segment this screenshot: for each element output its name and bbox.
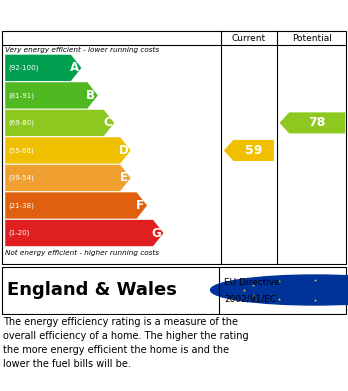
Text: (39-54): (39-54) xyxy=(8,175,34,181)
Text: (81-91): (81-91) xyxy=(8,92,34,99)
Polygon shape xyxy=(5,220,164,246)
Text: (69-80): (69-80) xyxy=(8,120,34,126)
Text: A: A xyxy=(70,61,79,74)
Circle shape xyxy=(211,275,348,305)
Polygon shape xyxy=(279,112,345,133)
Text: Potential: Potential xyxy=(292,34,332,43)
Text: (1-20): (1-20) xyxy=(8,230,29,236)
Polygon shape xyxy=(5,165,130,191)
Polygon shape xyxy=(5,137,130,163)
Text: 78: 78 xyxy=(309,117,326,129)
Text: G: G xyxy=(152,226,161,240)
Text: C: C xyxy=(103,117,112,129)
Text: E: E xyxy=(120,172,128,185)
Text: 59: 59 xyxy=(245,144,262,157)
Polygon shape xyxy=(5,110,114,136)
Text: Current: Current xyxy=(232,34,266,43)
Text: (92-100): (92-100) xyxy=(8,65,38,71)
Text: (21-38): (21-38) xyxy=(8,202,34,209)
Text: EU Directive: EU Directive xyxy=(224,278,280,287)
Text: B: B xyxy=(86,89,95,102)
Text: The energy efficiency rating is a measure of the
overall efficiency of a home. T: The energy efficiency rating is a measur… xyxy=(3,317,249,369)
Text: F: F xyxy=(136,199,144,212)
Text: Very energy efficient - lower running costs: Very energy efficient - lower running co… xyxy=(5,47,159,53)
Polygon shape xyxy=(5,82,98,109)
Polygon shape xyxy=(5,192,147,219)
Text: Not energy efficient - higher running costs: Not energy efficient - higher running co… xyxy=(5,250,159,256)
Text: 2002/91/EC: 2002/91/EC xyxy=(224,294,277,303)
Text: Energy Efficiency Rating: Energy Efficiency Rating xyxy=(7,7,217,23)
Text: D: D xyxy=(119,144,128,157)
Text: England & Wales: England & Wales xyxy=(7,281,177,299)
Polygon shape xyxy=(224,140,274,161)
Text: (55-68): (55-68) xyxy=(8,147,34,154)
Polygon shape xyxy=(5,55,81,81)
